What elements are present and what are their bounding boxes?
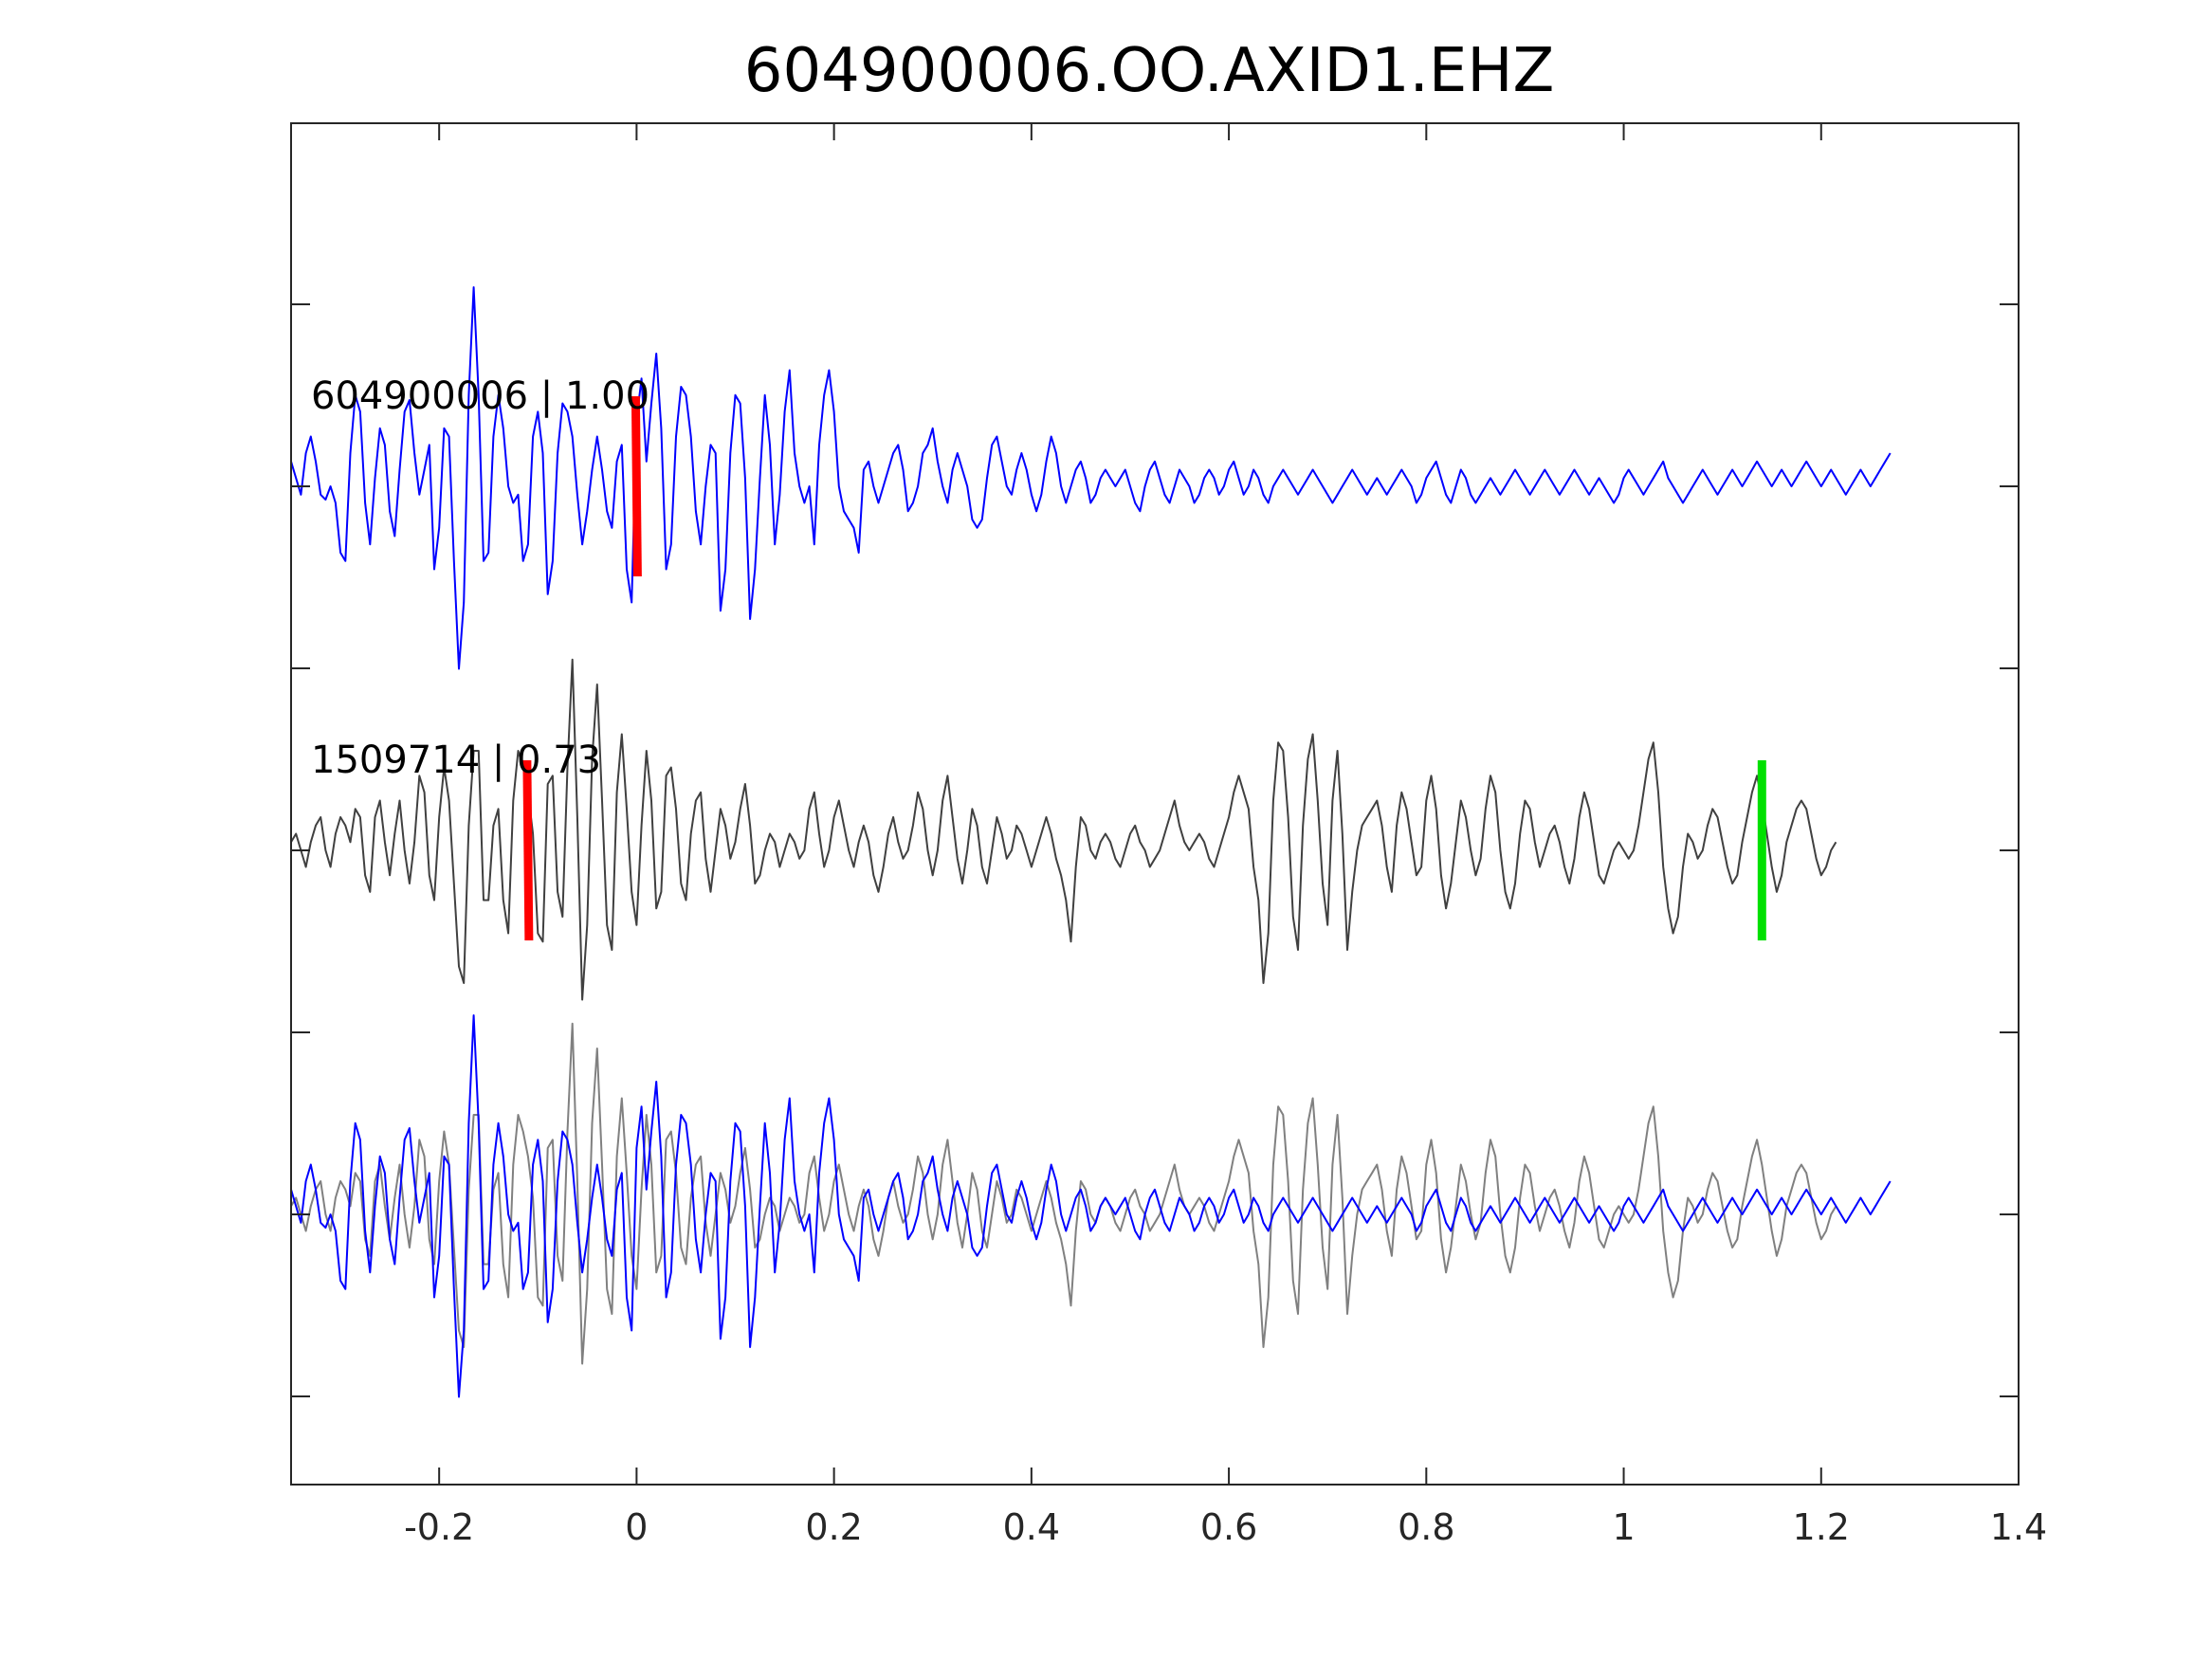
overlay-series-line-1: [290, 1014, 1892, 1398]
trace-label-1: 1509714 | 0.73: [311, 738, 601, 782]
pick-marker-red-0-0: [631, 395, 642, 577]
x-tick-label: 0.4: [1003, 1506, 1060, 1548]
trace-line-0: [290, 286, 1892, 670]
x-tick-label: 0: [625, 1506, 648, 1548]
overlay-series-line-0: [290, 1022, 1837, 1365]
y-axis: [291, 303, 2019, 1397]
plot-frame: [290, 122, 2020, 1486]
picks-layer: [522, 395, 1766, 941]
chart-title: 604900006.OO.AXID1.EHZ: [744, 36, 1555, 106]
x-tick-label: 0.8: [1398, 1506, 1454, 1548]
pick-marker-red-1-0: [522, 759, 534, 941]
x-tick-label: 0.6: [1200, 1506, 1257, 1548]
trace-label-0: 604900006 | 1.00: [311, 374, 649, 418]
x-tick-label: 1: [1612, 1506, 1635, 1548]
x-tick-label: 0.2: [805, 1506, 862, 1548]
x-tick-label: 1.2: [1793, 1506, 1850, 1548]
x-tick-label: -0.2: [404, 1506, 474, 1548]
x-axis: -0.2 0 0.2 0.4 0.6 0.8 1 1.2 1.4: [404, 123, 2047, 1548]
x-tick-label: 1.4: [1990, 1506, 2047, 1548]
traces-layer: [290, 286, 1892, 1398]
trace-line-1: [290, 658, 1837, 1001]
trace-labels-layer: 604900006 | 1.00 1509714 | 0.73: [311, 374, 649, 782]
